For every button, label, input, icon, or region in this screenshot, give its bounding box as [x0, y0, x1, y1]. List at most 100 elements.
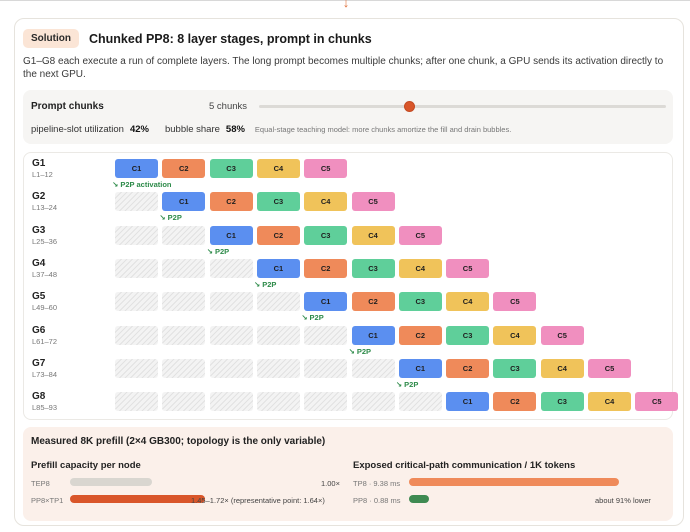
chunk-block: C3 — [256, 192, 300, 212]
chunk-block: C3 — [446, 325, 490, 345]
stage-layers: L73–84 — [32, 369, 58, 379]
capacity-row-label: TEP8 — [31, 479, 50, 488]
bubble-slot — [256, 292, 300, 312]
stage-name: G6 — [32, 324, 46, 336]
chunk-block: C4 — [304, 192, 348, 212]
p2p-activation-label: ↘ P2P — [206, 246, 230, 256]
chunk-block: C4 — [398, 258, 442, 278]
chunk-block: C2 — [398, 325, 442, 345]
bubble-slot — [162, 292, 206, 312]
p2p-activation-label: ↘ P2P — [395, 379, 419, 389]
chunk-block: C5 — [588, 358, 631, 378]
chunk-block: C2 — [304, 258, 348, 278]
measured-title: Measured 8K prefill (2×4 GB300; topology… — [31, 436, 326, 447]
chunk-block: C5 — [635, 392, 679, 412]
stage-layers: L49–60 — [32, 303, 58, 313]
pipeline-stats: pipeline-slot utilization 42% bubble sha… — [31, 124, 511, 135]
capacity-bar — [70, 495, 205, 503]
bubble-slot — [115, 258, 158, 278]
utilization-label: pipeline-slot utilization — [31, 124, 124, 135]
bubble-slot — [162, 392, 206, 412]
bubble-slot — [209, 258, 253, 278]
chunk-block: C1 — [115, 159, 158, 178]
chunk-block: C3 — [209, 159, 253, 178]
stage-label: G6 L61–72 — [32, 325, 57, 346]
chunk-block: C2 — [493, 392, 537, 412]
chunk-block: C1 — [351, 325, 395, 345]
pipeline-schedule: G1 L1–12 C1 C2 C3 C4 C5 ↘ P2P activation G2 L13–2… — [23, 152, 679, 420]
stage-name: G1 — [32, 158, 46, 169]
solution-badge: Solution — [23, 29, 79, 48]
prompt-chunks-value: 5 chunks — [209, 101, 248, 112]
stage-label: G7 L73–84 — [32, 358, 57, 379]
stage-label: G1 L1–12 — [32, 158, 53, 179]
comm-value: about 91% lower — [595, 496, 651, 505]
comm-bar — [409, 495, 429, 503]
utilization-value: 42% — [129, 124, 149, 135]
stage-layers: L25–36 — [32, 236, 58, 246]
teaching-model-note: Equal-stage teaching model: more chunks … — [254, 125, 512, 134]
stage-label: G8 L85–93 — [32, 391, 57, 412]
chunk-block: C1 — [304, 292, 348, 312]
bubble-slot — [351, 392, 395, 412]
bubble-slot — [209, 292, 253, 312]
card-description: G1–G8 each execute a run of complete lay… — [23, 56, 664, 80]
stage-label: G3 L25–36 — [32, 225, 57, 246]
bubble-slot — [115, 325, 158, 345]
chunk-block: C5 — [398, 225, 442, 245]
p2p-activation-label: ↘ P2P — [253, 279, 277, 289]
chunk-block: C2 — [209, 192, 253, 212]
comm-bar — [409, 478, 619, 486]
bubble-slot — [256, 325, 300, 345]
chunk-block: C3 — [351, 258, 395, 278]
prompt-chunks-label: Prompt chunks — [31, 101, 104, 112]
capacity-title: Prefill capacity per node — [31, 460, 141, 471]
chunk-block: C2 — [446, 358, 490, 378]
stage-name: G3 — [32, 224, 46, 236]
stage-layers: L61–72 — [32, 336, 58, 346]
chunk-block: C2 — [256, 225, 300, 245]
chunk-block: C2 — [351, 292, 395, 312]
card-header: Solution Chunked PP8: 8 layer stages, pr… — [23, 29, 372, 48]
chunk-block: C4 — [493, 325, 537, 345]
bubble-slot — [304, 392, 348, 412]
chunk-block: C5 — [540, 325, 584, 345]
chunk-block: C1 — [256, 258, 300, 278]
stage-label: G2 L13–24 — [32, 191, 57, 212]
bubble-slot — [256, 392, 300, 412]
bubble-slot — [209, 358, 253, 378]
comm-row-label: TP8 · 9.38 ms — [353, 479, 401, 488]
stage-name: G2 — [32, 191, 46, 203]
comm-title: Exposed critical-path communication / 1K… — [353, 460, 576, 471]
capacity-value: 1.00× — [321, 479, 340, 488]
p2p-activation-label: ↘ P2P — [301, 313, 324, 323]
chunk-block: C4 — [256, 159, 300, 178]
chunk-block: C1 — [209, 225, 253, 245]
bubble-slot — [162, 358, 206, 378]
bubble-slot — [304, 358, 348, 378]
chunk-block: C2 — [162, 159, 206, 178]
bubble-value: 58% — [225, 124, 245, 135]
chunk-block: C3 — [493, 358, 537, 378]
stage-layers: L13–24 — [32, 203, 58, 213]
stage-label: G4 L37–48 — [32, 258, 57, 279]
stage-label: G5 L49–60 — [32, 291, 57, 312]
stage-name: G8 — [32, 391, 46, 403]
bubble-slot — [256, 358, 300, 378]
chunk-block: C4 — [446, 292, 490, 312]
card-title: Chunked PP8: 8 layer stages, prompt in c… — [89, 31, 372, 46]
bubble-slot — [115, 292, 158, 312]
chunk-block: C3 — [304, 225, 348, 245]
chunks-slider-thumb[interactable] — [404, 101, 416, 112]
bubble-slot — [209, 325, 253, 345]
chunk-block: C4 — [588, 392, 631, 412]
chunks-slider[interactable] — [259, 101, 666, 112]
chunk-block: C5 — [493, 292, 537, 312]
chunk-block: C1 — [162, 192, 206, 212]
bubble-slot — [115, 358, 158, 378]
bubble-label: bubble share — [164, 124, 220, 135]
capacity-bar — [70, 478, 153, 486]
bubble-slot — [162, 325, 206, 345]
capacity-row-label: PP8×TP1 — [31, 496, 64, 505]
top-divider — [0, 0, 690, 1]
